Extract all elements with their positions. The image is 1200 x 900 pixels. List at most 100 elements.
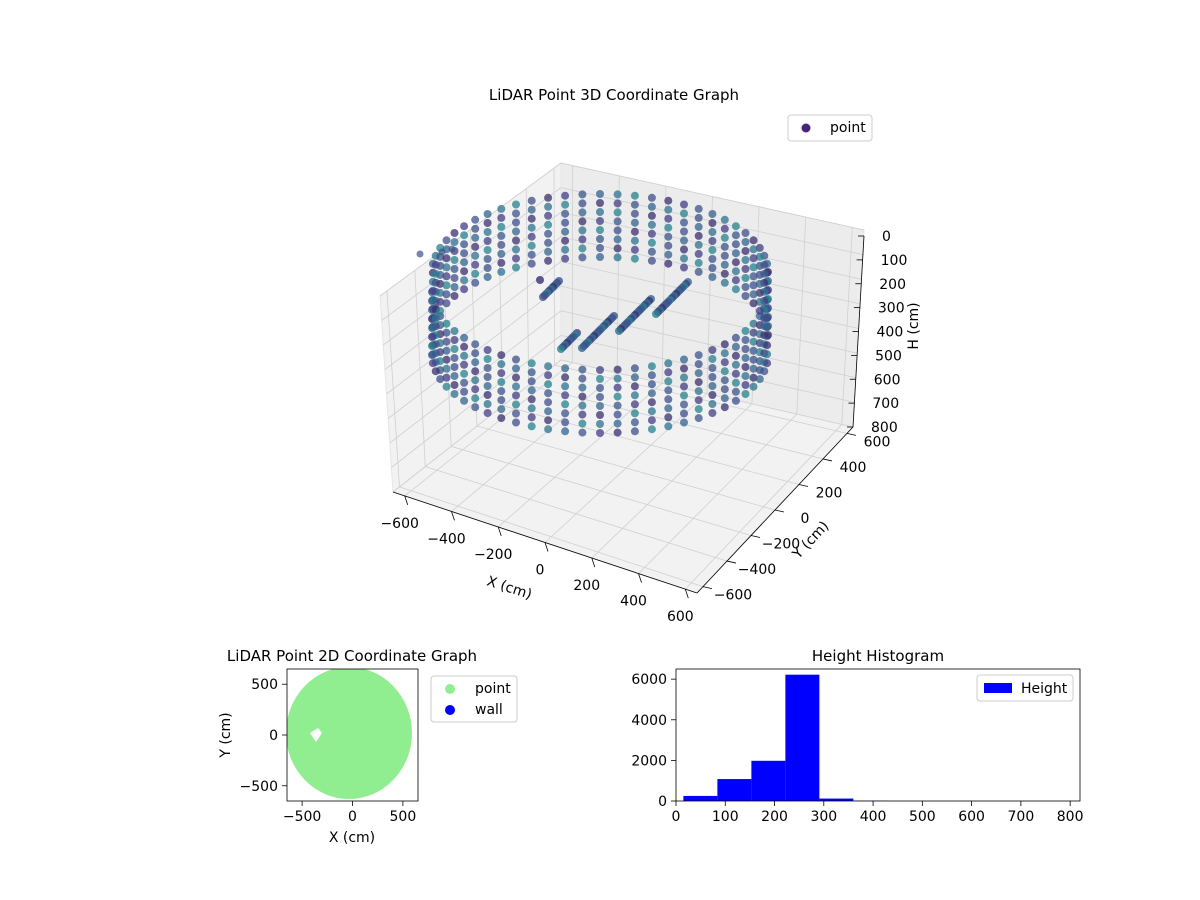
legend-3d-box (787, 114, 873, 142)
point-3d (450, 274, 459, 282)
point-3d (442, 364, 451, 373)
point-3d (527, 250, 536, 259)
point-3d (613, 217, 622, 226)
point-3d (749, 272, 758, 281)
x-tick-label: 400 (620, 594, 647, 610)
point-3d (527, 196, 536, 205)
point-3d (741, 229, 750, 237)
point-3d (630, 191, 639, 200)
point-3d (613, 208, 622, 217)
point-3d (596, 244, 604, 252)
x-tick-label-hist: 700 (1008, 809, 1035, 825)
point-3d (755, 243, 764, 252)
point-3d (763, 359, 772, 368)
point-3d (741, 363, 750, 371)
point-3d (613, 401, 622, 410)
point-3d (708, 355, 717, 363)
point-3d (664, 377, 673, 386)
point-3d (749, 263, 758, 272)
point-3d (578, 235, 587, 244)
point-3d (460, 333, 469, 342)
point-3d (483, 246, 492, 254)
point-3d (512, 364, 520, 373)
grid-line-y (476, 425, 776, 511)
point-3d (596, 199, 604, 207)
point-3d (647, 220, 656, 229)
point-3d (596, 420, 604, 428)
plot-2d: LiDAR Point 2D Coordinate Graph −500 0 500… (218, 647, 518, 846)
point-3d (596, 217, 604, 225)
z-tick-label: 800 (871, 420, 898, 436)
point-3d (512, 236, 520, 245)
point-3d (680, 254, 688, 263)
y-tick-mark (702, 586, 713, 590)
point-3d (694, 249, 703, 258)
point-3d (561, 236, 570, 245)
point-3d (450, 229, 459, 237)
z-tick-label: 300 (878, 301, 905, 317)
x-axis-label-3d: X (cm) (485, 573, 534, 603)
point-3d (442, 236, 451, 245)
point-3d (483, 237, 492, 245)
point-3d (749, 299, 758, 308)
point-3d (708, 400, 717, 408)
point-3d (483, 255, 492, 263)
point-3d (647, 247, 656, 256)
point-3d (680, 263, 688, 272)
point-3d (471, 403, 480, 412)
grid-line-y (502, 405, 800, 485)
point-3d (749, 290, 758, 299)
point-3d (557, 345, 565, 353)
point-3d (561, 191, 570, 200)
point-3d (442, 272, 451, 281)
y-tick-label: 200 (816, 485, 843, 501)
point-3d (694, 414, 703, 423)
point-3d (471, 215, 480, 224)
point-3d (527, 386, 536, 395)
point-3d (741, 292, 750, 300)
point-3d (731, 369, 740, 378)
point-3d (450, 390, 459, 398)
point-3d (561, 364, 570, 373)
point-3d (664, 214, 673, 223)
point-3d (664, 259, 673, 268)
point-3d (596, 411, 604, 419)
point-3d (630, 409, 639, 418)
point-3d (647, 398, 656, 407)
point-3d (741, 381, 750, 389)
point-3d (578, 226, 587, 235)
point-3d (512, 200, 520, 209)
point-3d (630, 418, 639, 427)
point-3d (483, 382, 492, 390)
point-3d (431, 314, 440, 323)
point-3d (536, 276, 544, 284)
point-3d (497, 267, 506, 276)
y-tick-mark (798, 484, 809, 487)
point-3d (731, 360, 740, 369)
grid-line-y (425, 466, 728, 562)
y-tick-label-hist: 2000 (631, 753, 667, 769)
point-3d (471, 269, 480, 278)
point-3d (416, 250, 424, 258)
point-3d (561, 227, 570, 236)
point-3d (527, 232, 536, 241)
point-3d (512, 373, 520, 382)
z-axis-label-3d: H (cm) (906, 302, 922, 349)
point-3d (450, 381, 459, 389)
point-3d (720, 269, 729, 278)
point-3d (694, 222, 703, 231)
point-3d (630, 364, 639, 373)
point-3d (483, 391, 492, 399)
x-tick-label-hist: 800 (1057, 809, 1084, 825)
point-3d (755, 270, 764, 279)
point-3d (680, 200, 688, 209)
point-3d (527, 359, 536, 368)
x-tick-mark (497, 526, 502, 537)
point-3d (708, 346, 717, 354)
point-3d (708, 409, 717, 417)
point-3d (497, 222, 506, 231)
point-3d (647, 256, 656, 265)
point-3d (544, 202, 553, 211)
point-3d (561, 418, 570, 427)
x-tick-label-hist: 100 (712, 809, 739, 825)
